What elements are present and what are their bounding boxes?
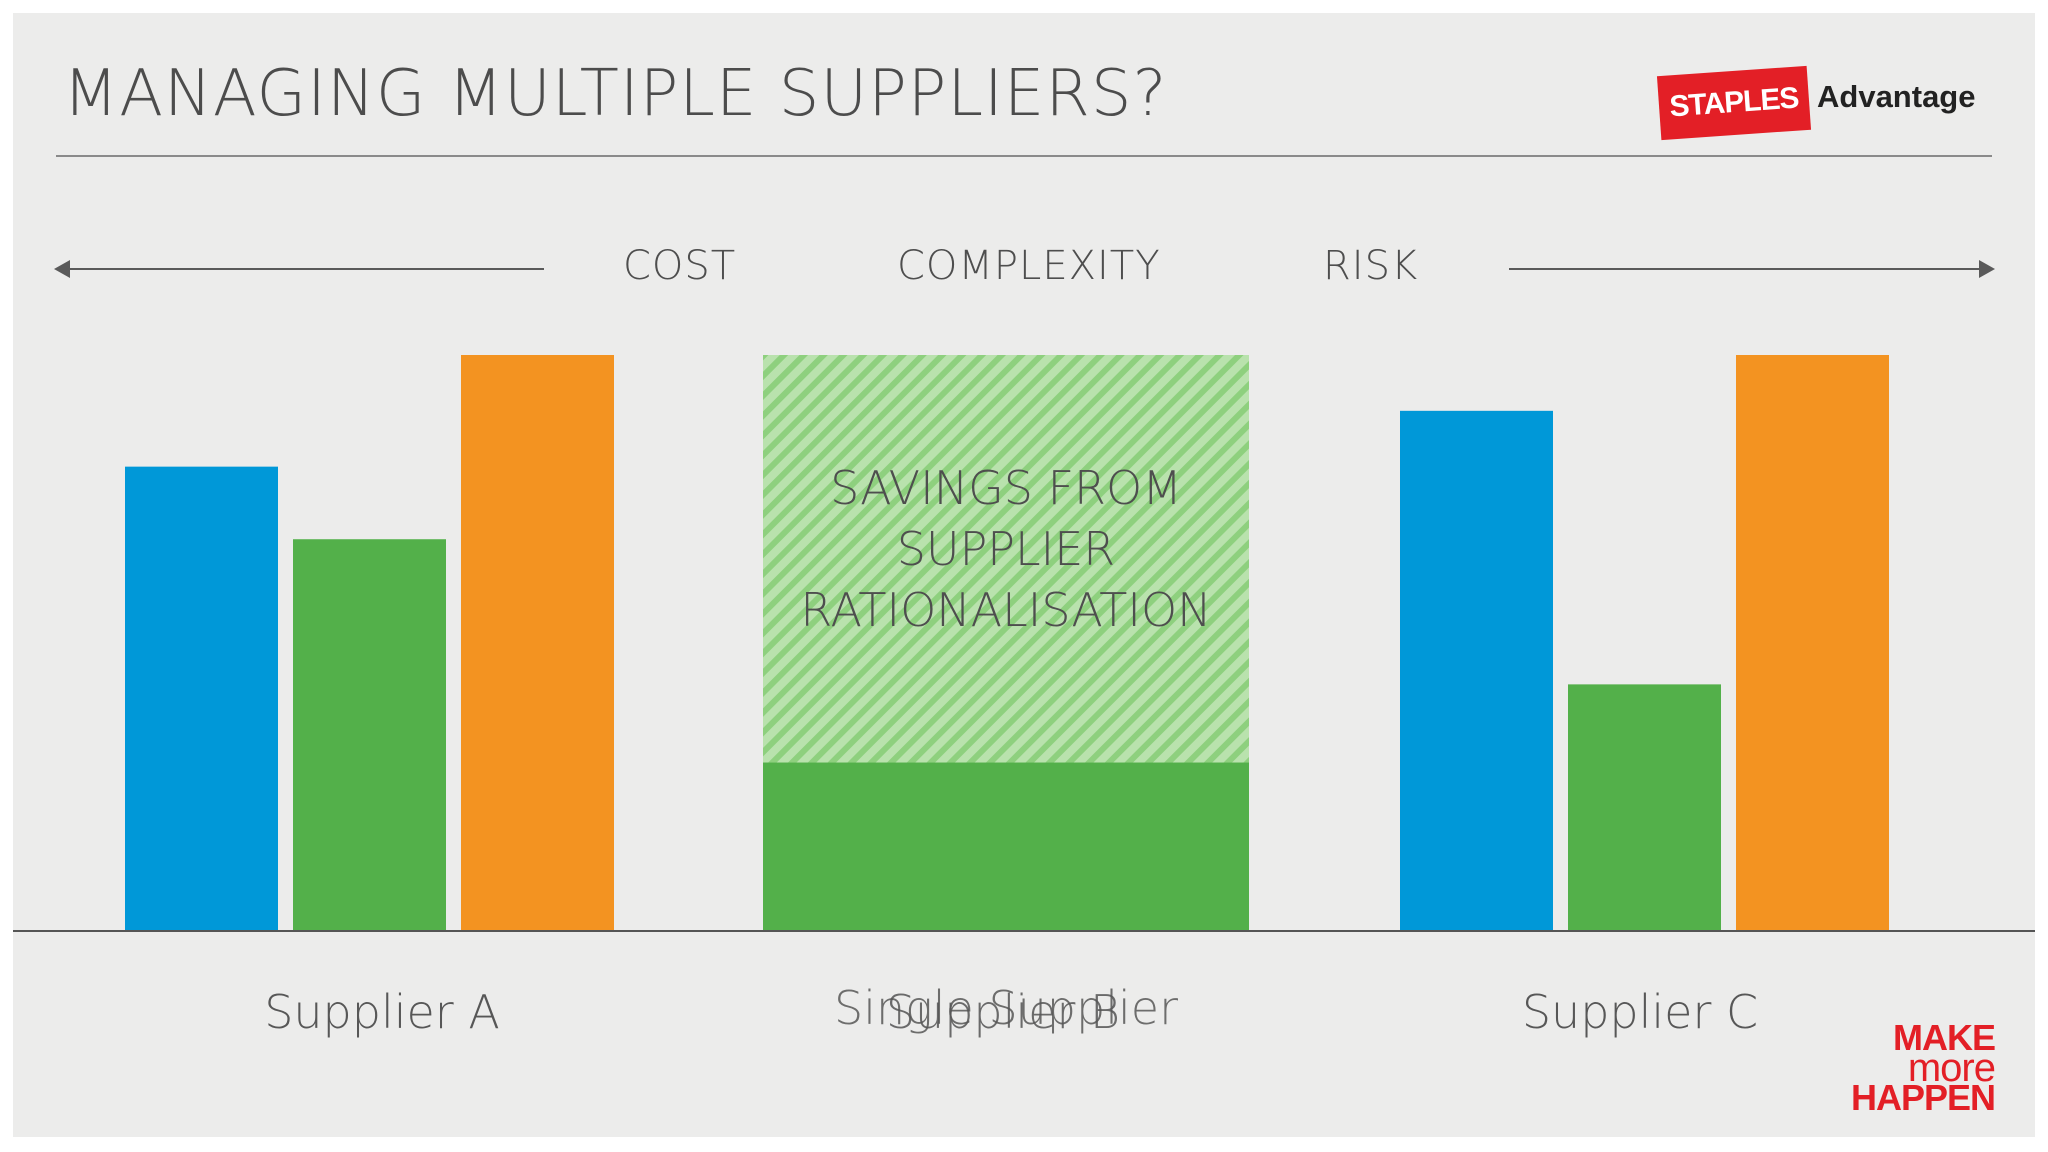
tagline-line-2: more — [1907, 1046, 1996, 1090]
savings-hatched-region — [763, 355, 1249, 763]
make-more-happen-logo: MAKE more HAPPEN — [1850, 1017, 1996, 1118]
slide: MANAGING MULTIPLE SUPPLIERS? STAPLES Adv… — [13, 13, 2035, 1137]
bar-risk-0 — [461, 355, 614, 930]
tagline-line-3: HAPPEN — [1850, 1077, 1996, 1118]
savings-label: SAVINGS FROM SUPPLIER RATIONALISATION — [800, 461, 1212, 637]
group-label-supplier-a: Supplier A — [264, 985, 500, 1039]
group-label-supplier-b: Supplier B — [885, 985, 1121, 1039]
bar-complexity-single-supplier — [763, 762, 1249, 930]
tagline-line-1: MAKE — [1893, 1017, 1996, 1058]
logo-advantage-text: Advantage — [1817, 79, 1976, 114]
bar-complexity-2 — [1568, 684, 1721, 930]
group-label-supplier-c: Supplier C — [1521, 985, 1759, 1039]
bar-cost-0 — [125, 466, 278, 930]
bar-risk-2 — [1736, 355, 1889, 930]
arrow-left-icon — [54, 260, 544, 278]
category-complexity: COMPLEXITY — [897, 243, 1161, 289]
category-cost: COST — [623, 243, 737, 289]
title-divider — [56, 155, 1992, 157]
category-risk: RISK — [1323, 243, 1419, 289]
page-title: MANAGING MULTIPLE SUPPLIERS? — [63, 57, 1168, 131]
bar-cost-2 — [1400, 410, 1553, 930]
arrow-right-icon — [1509, 260, 1995, 278]
x-axis-line — [13, 930, 2035, 932]
group-label-single-supplier: Single Supplier — [834, 981, 1178, 1035]
bar-complexity-0 — [293, 539, 446, 930]
bar-chart — [125, 355, 1889, 930]
